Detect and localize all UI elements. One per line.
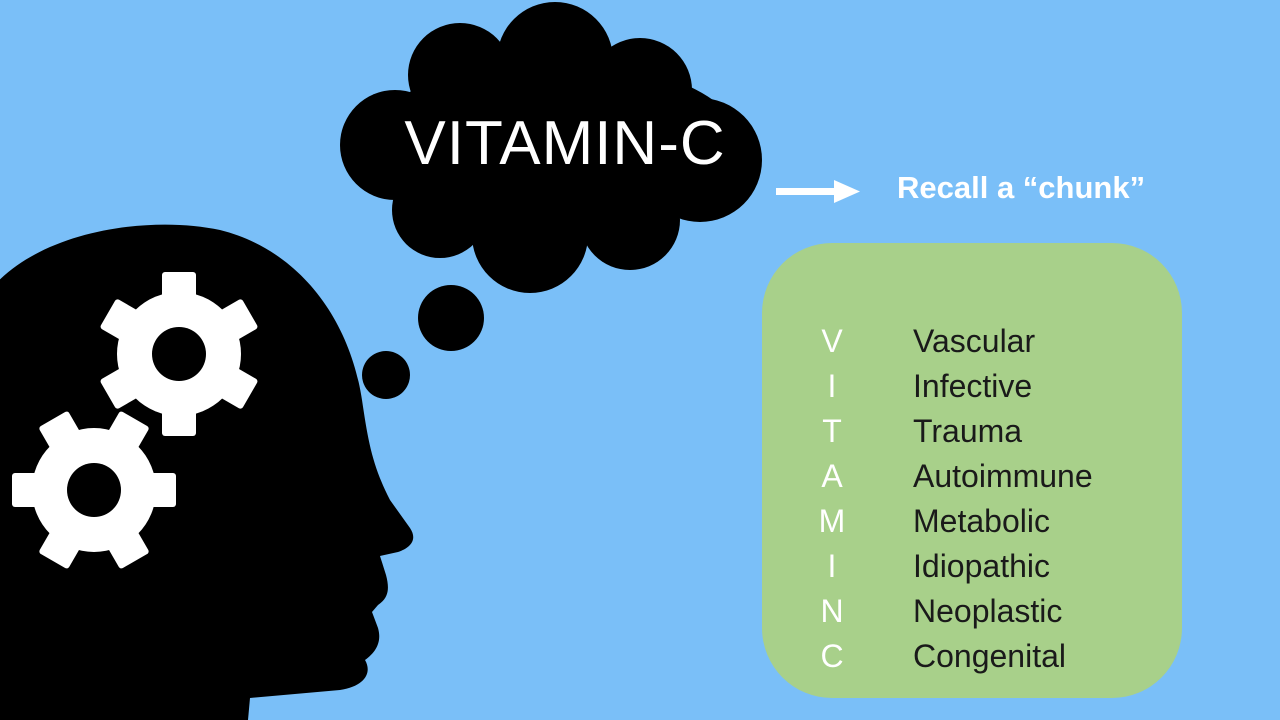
- gear-icon: [12, 411, 176, 569]
- mnemonic-letter: I: [827, 368, 837, 404]
- mnemonic-letter: A: [821, 458, 843, 494]
- mnemonic-word: Vascular: [913, 323, 1036, 359]
- thought-cloud-text: VITAMIN-C: [404, 109, 726, 178]
- mnemonic-box: V Vascular I Infective T Trauma A Autoim…: [762, 243, 1182, 698]
- mnemonic-word: Congenital: [913, 638, 1066, 674]
- mnemonic-letter: V: [821, 323, 843, 359]
- mnemonic-word: Infective: [913, 368, 1033, 404]
- mnemonic-letter: C: [820, 638, 844, 674]
- mnemonic-letter: M: [818, 503, 846, 539]
- recall-label: Recall a “chunk”: [897, 170, 1146, 205]
- mnemonic-letter: I: [827, 548, 837, 584]
- mnemonic-word: Idiopathic: [913, 548, 1050, 584]
- mnemonic-word: Trauma: [913, 413, 1023, 449]
- mnemonic-word: Neoplastic: [913, 593, 1063, 629]
- mnemonic-letter: N: [820, 593, 844, 629]
- mnemonic-word: Autoimmune: [913, 458, 1093, 494]
- mnemonic-word: Metabolic: [913, 503, 1050, 539]
- thought-cloud-icon: [340, 2, 762, 399]
- head-silhouette-icon: [0, 224, 414, 720]
- mnemonic-letter: T: [822, 413, 842, 449]
- gear-icon: [100, 272, 258, 436]
- arrow-right-icon: [776, 180, 860, 203]
